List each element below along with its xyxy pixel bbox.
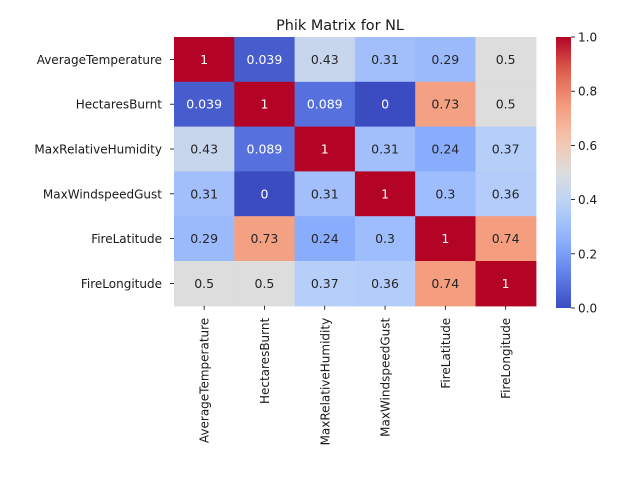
cell-value-label: 1 [381,186,389,201]
colorbar-tick-label: 0.4 [578,193,597,207]
cell-value-label: 0.74 [431,276,459,291]
cell-value-label: 0.039 [186,97,222,112]
cell-value-label: 0.36 [371,276,399,291]
column-label: MaxWindspeedGust [379,318,393,437]
cell-value-label: 1 [441,231,449,246]
heatmap-cell [234,81,296,128]
cell-value-label: 0.3 [375,231,395,246]
row-label: AverageTemperature [37,53,162,67]
heatmap-cell [174,261,235,307]
colorbar-tick-label: 0.8 [578,85,597,99]
heatmap-cell [475,216,537,262]
heatmap-cell [354,216,416,262]
heatmap-cell [234,216,296,262]
cell-value-label: 0.31 [311,186,339,201]
row-label: MaxWindspeedGust [43,187,162,201]
heatmap-cell [234,37,296,83]
cell-value-label: 1 [200,52,208,67]
heatmap-cell [174,171,235,217]
heatmap-cell [294,216,356,262]
cell-value-label: 1 [321,142,329,157]
column-label: FireLongitude [499,318,513,399]
heatmap-cell [294,37,356,83]
cell-value-label: 0 [260,186,268,201]
colorbar-gradient [556,37,571,308]
heatmap-cell [475,126,537,172]
column-label: HectaresBurnt [258,318,272,405]
heatmap-cell [174,37,235,83]
heatmap-cell [354,261,416,307]
colorbar-tick-label: 0.6 [578,139,597,153]
column-label: AverageTemperature [198,318,212,443]
cell-value-label: 0.73 [431,97,459,112]
heatmap-cell [234,261,296,307]
colorbar: 0.0 0.2 0.4 0.6 0.8 1.0 [556,31,597,316]
heatmap-cell [475,171,537,217]
heatmap-cell [234,126,296,172]
cell-value-label: 0.089 [307,97,343,112]
heatmap-cell [475,37,537,83]
heatmap-cell [354,171,416,217]
cell-value-label: 0.31 [371,142,399,157]
cell-value-label: 0.5 [255,276,275,291]
cell-value-label: 0.5 [496,97,516,112]
cell-value-label: 1 [502,276,510,291]
heatmap-cell [294,171,356,217]
heatmap-cell [294,126,356,172]
cell-value-label: 0.31 [190,186,218,201]
cell-value-label: 0 [381,97,389,112]
cell-value-label: 0.37 [492,142,520,157]
heatmap-cell [174,216,235,262]
row-label: HectaresBurnt [76,98,163,112]
heatmap-cell [354,126,416,172]
heatmap-cell [174,126,235,172]
row-labels: AverageTemperature HectaresBurnt MaxRelati… [34,53,174,291]
cell-value-label: 0.3 [435,186,455,201]
heatmap-cell [415,171,477,217]
cell-value-label: 0.24 [431,142,459,157]
cell-value-label: 1 [260,97,268,112]
colorbar-tick-label: 0.2 [578,247,597,261]
heatmap-cell [415,126,477,172]
cell-value-label: 0.31 [371,52,399,67]
cell-value-label: 0.089 [247,142,283,157]
heatmap-cell [415,37,477,83]
colorbar-tick-label: 1.0 [578,31,597,45]
heatmap-cell [415,261,477,307]
row-label: MaxRelativeHumidity [34,143,162,157]
colorbar-tick-label: 0.0 [578,302,597,316]
heatmap-cell [415,81,477,128]
cell-value-label: 0.37 [311,276,339,291]
heatmap-cell [234,171,296,217]
heatmap-cell [475,81,537,128]
cell-value-label: 0.5 [496,52,516,67]
cell-value-label: 0.74 [492,231,520,246]
cell-value-label: 0.039 [247,52,283,67]
heatmap-cell [294,81,356,128]
row-label: FireLongitude [81,277,162,291]
cell-value-label: 0.24 [311,231,339,246]
cell-value-label: 0.29 [431,52,459,67]
cell-value-label: 0.73 [251,231,279,246]
heatmap-cell [294,261,356,307]
heatmap-cell [415,216,477,262]
cell-value-label: 0.29 [190,231,218,246]
row-label: FireLatitude [91,232,162,246]
heatmap-cell [475,261,537,307]
cell-value-label: 0.36 [492,186,520,201]
heatmap-cells: 1 0.039 0.43 0.31 0.29 0.50.039 1 0.089 0 0.73 0.5… [174,37,537,307]
heatmap-cell [354,37,416,83]
column-label: FireLatitude [439,318,453,389]
column-label: MaxRelativeHumidity [318,318,332,446]
column-labels: AverageTemperature HectaresBurnt MaxRelati… [198,305,513,446]
cell-value-label: 0.5 [194,276,214,291]
cell-value-label: 0.43 [311,52,339,67]
heatmap-cell [174,81,235,128]
heatmap-cell [354,81,416,128]
cell-value-label: 0.43 [190,142,218,157]
chart-title: Phik Matrix for NL [276,18,404,34]
